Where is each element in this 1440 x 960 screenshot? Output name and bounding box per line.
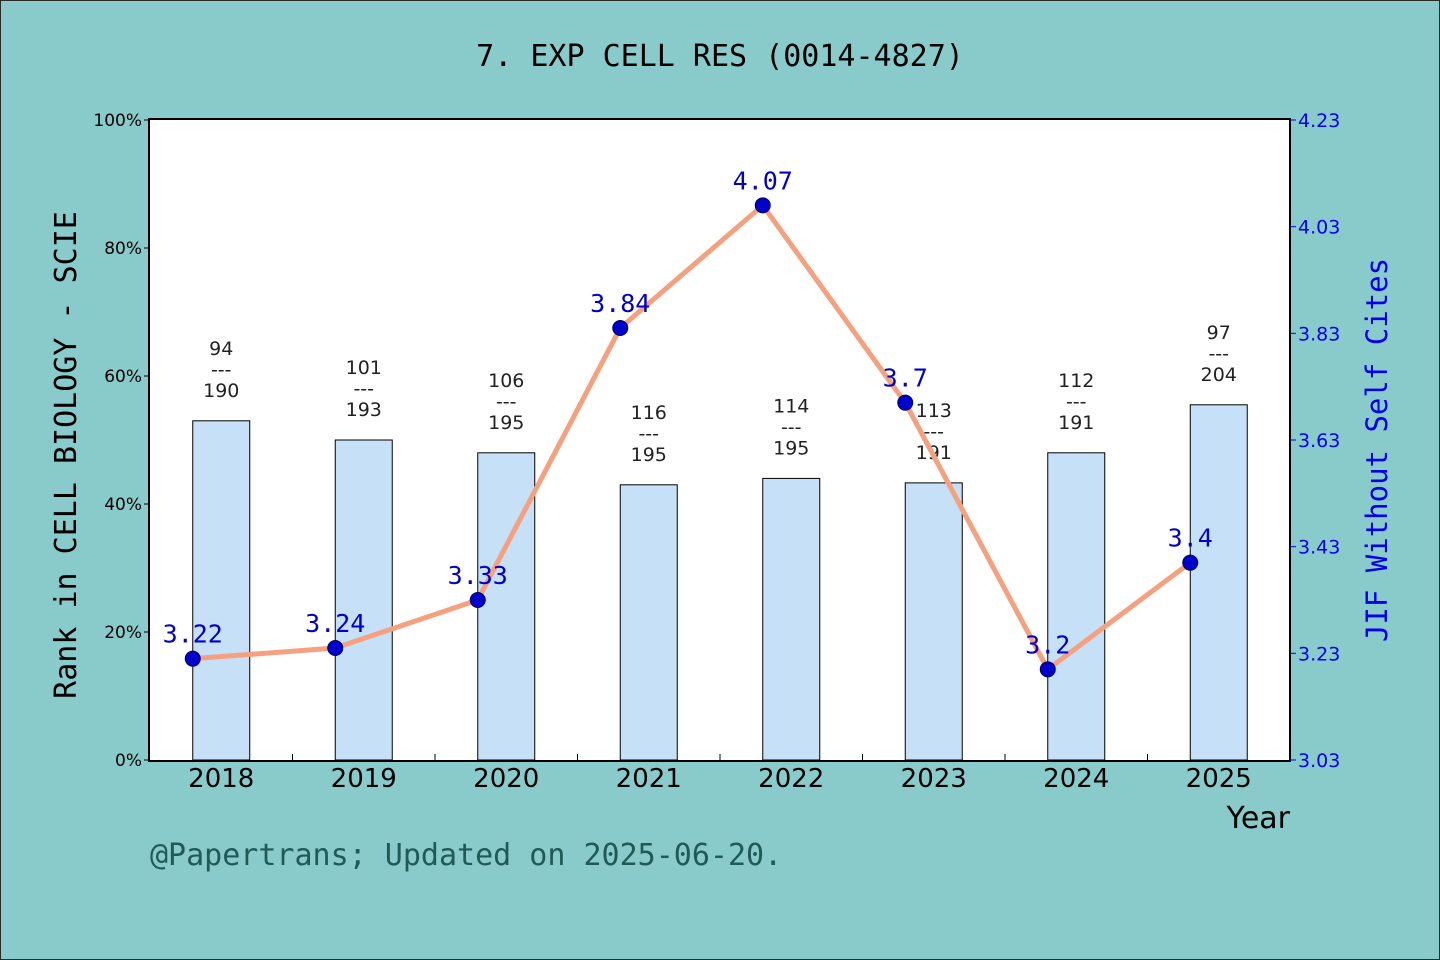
bar-2024 <box>1047 452 1106 761</box>
x-tick-label: 2019 <box>331 764 397 794</box>
right-tick-label: 3.23 <box>1298 643 1340 665</box>
bar-2025 <box>1189 404 1248 761</box>
jif-value-label: 3.24 <box>305 609 365 638</box>
right-axis-title: JIF Without Self Cites <box>1360 258 1394 642</box>
bar-rank-separator: --- <box>638 423 659 445</box>
left-tick-label: 20% <box>104 623 142 643</box>
x-tick-label: 2020 <box>473 764 539 794</box>
bar-rank-separator: --- <box>211 359 232 381</box>
bar-2020 <box>477 452 536 761</box>
right-tick-label: 3.43 <box>1298 537 1340 559</box>
jif-value-label: 3.22 <box>163 620 223 649</box>
jif-point-2021 <box>612 320 629 336</box>
bar-total-label: 193 <box>346 399 382 421</box>
bar-rank-separator: --- <box>1208 343 1229 365</box>
jif-value-label: 3.84 <box>590 289 650 318</box>
bar-2021 <box>619 484 678 761</box>
bar-2019 <box>334 439 393 761</box>
bar-rank-label: 94 <box>209 338 233 360</box>
jif-point-2025 <box>1182 554 1199 571</box>
bar-total-label: 195 <box>773 437 809 459</box>
plot-area <box>148 118 1291 762</box>
bar-total-label: 195 <box>631 444 667 466</box>
right-tick-label: 3.63 <box>1298 430 1340 452</box>
bar-total-label: 204 <box>1201 364 1237 386</box>
chart-title: 7. EXP CELL RES (0014-4827) <box>476 39 964 74</box>
bar-rank-label: 97 <box>1207 322 1231 344</box>
left-tick-label: 80% <box>104 239 142 259</box>
bar-total-label: 190 <box>203 380 239 402</box>
right-tick-label: 4.03 <box>1298 217 1340 239</box>
jif-point-2020 <box>469 592 486 608</box>
jif-point-2019 <box>327 640 344 656</box>
line-layer: 3.22 3.24 3.33 3.84 4.07 3.7 3.2 3.4 <box>163 166 1213 678</box>
x-tick-label: 2025 <box>1186 764 1252 794</box>
bar-2022 <box>762 477 821 761</box>
x-tick-label: 2021 <box>616 764 682 794</box>
bar-rank-label: 114 <box>773 395 809 417</box>
bar-rank-separator: --- <box>781 416 802 438</box>
footer-note: @Papertrans; Updated on 2025-06-20. <box>150 838 782 873</box>
bar-rank-label: 112 <box>1058 370 1094 392</box>
left-tick-label: 100% <box>93 111 142 131</box>
left-axis-title: Rank in CELL BIOLOGY - SCIE <box>49 211 84 699</box>
bar-rank-separator: --- <box>923 421 944 443</box>
jif-value-label: 4.07 <box>733 166 793 195</box>
x-tick-label: 2022 <box>758 764 824 794</box>
x-axis-title: Year <box>1225 801 1290 836</box>
x-tick-label: 2018 <box>188 764 254 794</box>
left-tick-label: 60% <box>104 367 142 387</box>
bar-rank-label: 106 <box>488 370 524 392</box>
x-tick-label: 2023 <box>901 764 967 794</box>
right-tick-label: 4.23 <box>1298 110 1340 132</box>
axes-layer: 2018 2019 2020 2021 2022 2023 2024 2025 0% 20% 40%… <box>93 110 1340 794</box>
jif-point-2024 <box>1039 661 1056 678</box>
bar-rank-separator: --- <box>496 391 517 413</box>
jif-value-label: 3.2 <box>1025 630 1070 659</box>
bar-2018 <box>192 420 251 761</box>
jif-point-2018 <box>184 650 201 667</box>
jif-point-2022 <box>754 197 771 214</box>
bar-2023 <box>904 482 963 761</box>
left-tick-label: 0% <box>115 751 142 771</box>
jif-value-label: 3.7 <box>883 364 928 393</box>
bar-rank-label: 113 <box>916 400 952 422</box>
bar-rank-label: 116 <box>631 402 667 424</box>
bar-rank-label: 101 <box>346 357 382 379</box>
bar-rank-separator: --- <box>353 378 374 400</box>
bar-total-label: 195 <box>488 412 524 434</box>
right-tick-label: 3.03 <box>1298 750 1340 772</box>
right-tick-label: 3.83 <box>1298 323 1340 345</box>
bar-rank-separator: --- <box>1066 391 1087 413</box>
jif-line <box>192 202 1192 672</box>
jif-value-label: 3.33 <box>448 561 508 590</box>
left-tick-label: 40% <box>104 495 142 515</box>
jif-point-2023 <box>897 394 914 411</box>
bar-total-label: 191 <box>1058 412 1094 434</box>
x-tick-label: 2024 <box>1043 764 1109 794</box>
jif-value-label: 3.4 <box>1168 524 1213 553</box>
